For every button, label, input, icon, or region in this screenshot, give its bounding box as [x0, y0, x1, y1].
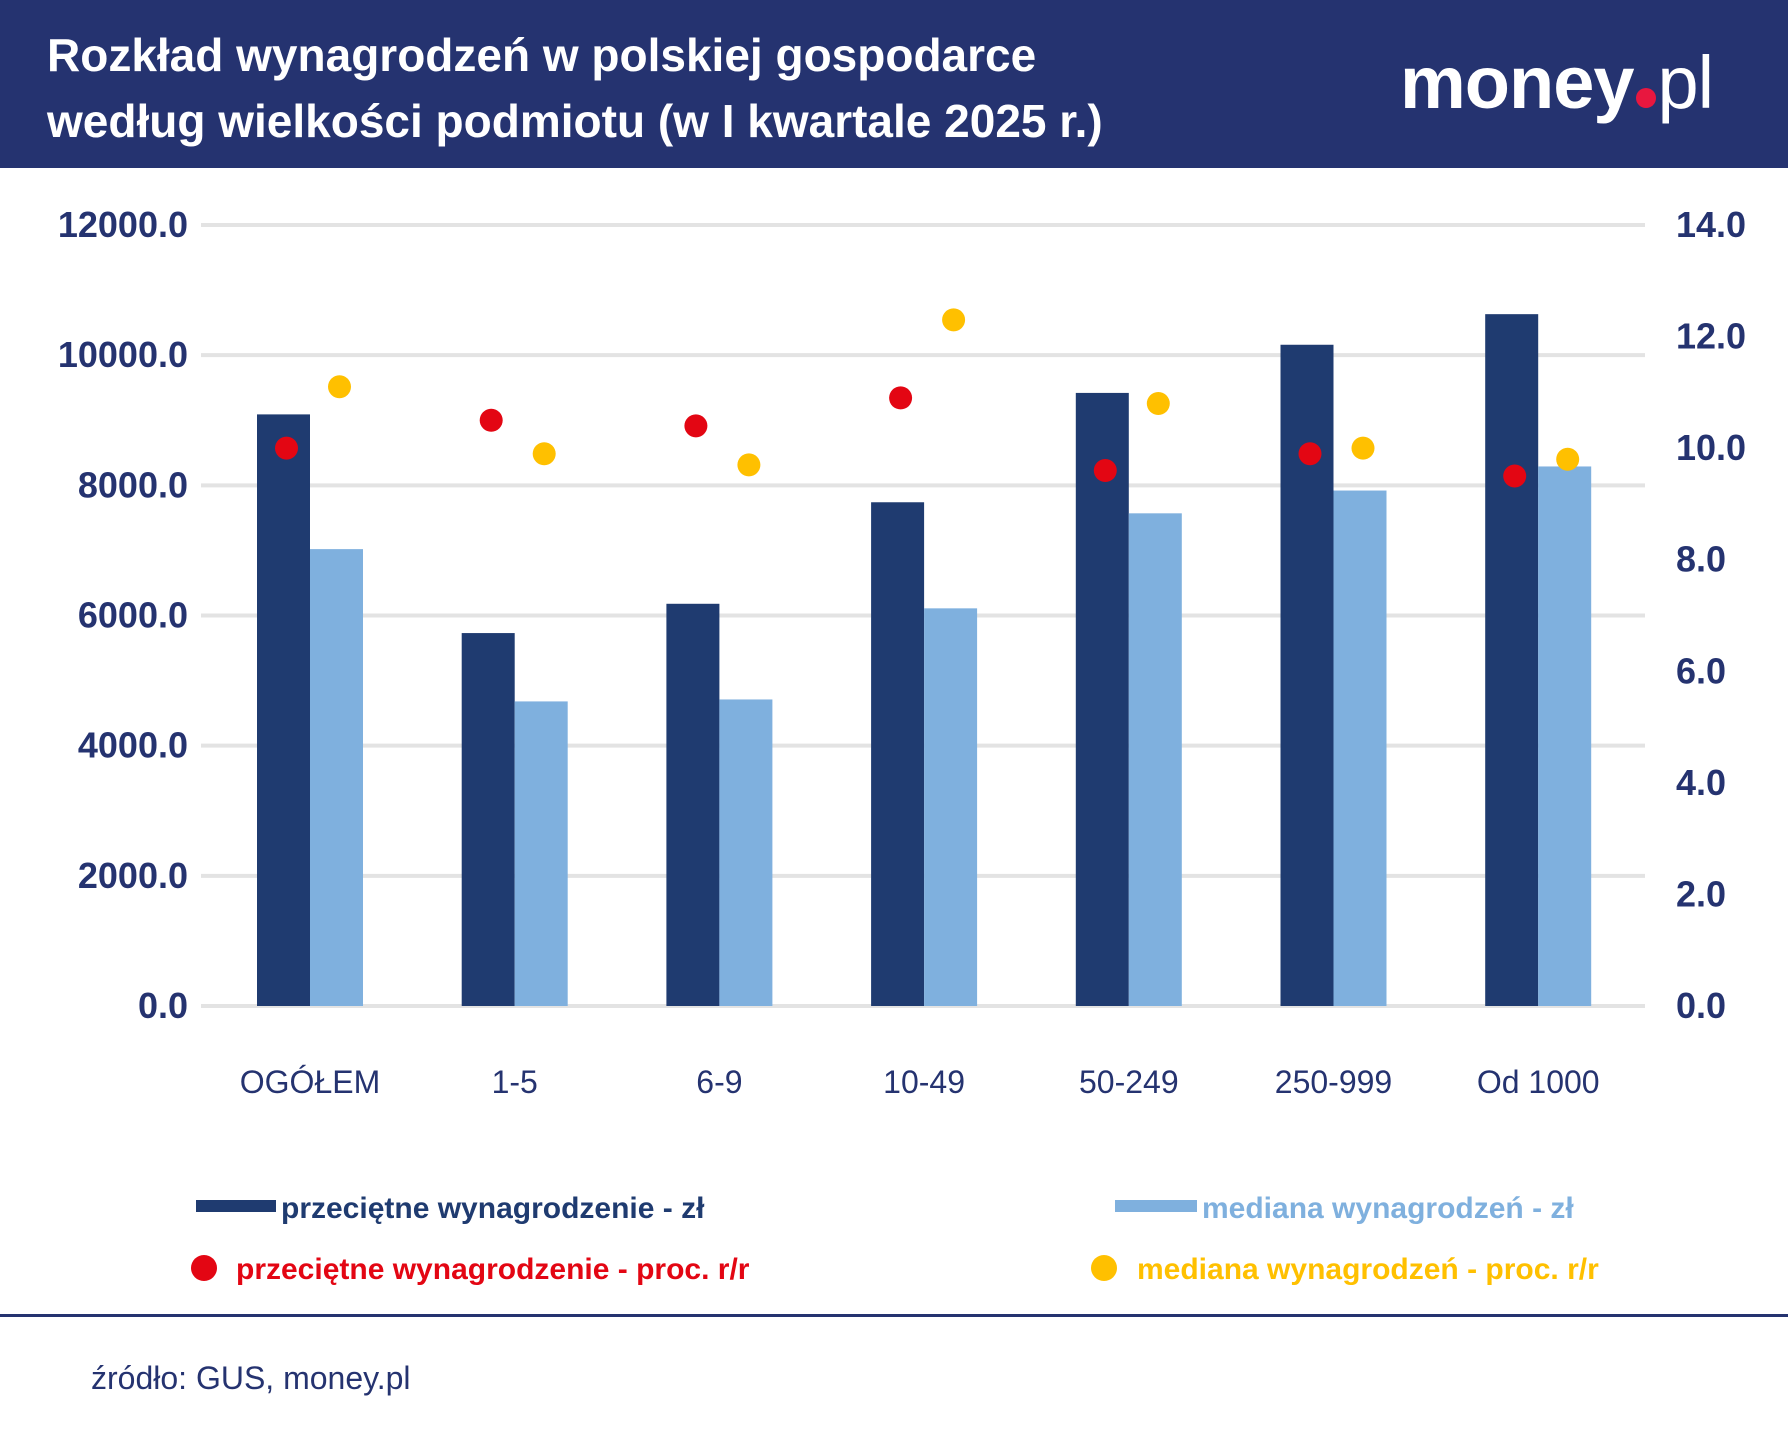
dot-average-pct	[479, 408, 503, 432]
right-axis-tick: 12.0	[1676, 316, 1746, 357]
bar-median-salary	[719, 699, 773, 1006]
category-label: 1-5	[492, 1064, 538, 1100]
dot-median-pct	[1146, 392, 1170, 416]
title-line-1: Rozkład wynagrodzeń w polskiej gospodarc…	[47, 29, 1037, 81]
legend-label: mediana wynagrodzeń - zł	[1202, 1192, 1574, 1225]
bar-median-salary	[1333, 490, 1387, 1006]
chart-title: Rozkład wynagrodzeń w polskiej gospodarc…	[47, 22, 1103, 154]
right-axis-tick: 14.0	[1676, 204, 1746, 245]
bar-average-salary	[871, 502, 925, 1006]
right-axis-tick: 10.0	[1676, 427, 1746, 468]
legend-dot-median-pct	[1091, 1255, 1117, 1281]
category-label: 50-249	[1079, 1064, 1179, 1100]
money-pl-logo: money pl	[1400, 41, 1714, 124]
legend-label: mediana wynagrodzeń - proc. r/r	[1137, 1253, 1599, 1286]
category-label: Od 1000	[1477, 1064, 1600, 1100]
bar-average-salary	[1075, 392, 1129, 1006]
title-line-2: według wielkości podmiotu (w I kwartale …	[47, 95, 1103, 147]
legend-label: przeciętne wynagrodzenie - zł	[281, 1192, 705, 1225]
right-axis-tick: 4.0	[1676, 762, 1726, 803]
left-axis-tick: 2000.0	[78, 855, 188, 896]
dot-average-pct	[889, 386, 913, 410]
bar-median-salary	[924, 608, 978, 1006]
footer-divider	[0, 1314, 1788, 1317]
left-axis-tick: 4000.0	[78, 725, 188, 766]
source-note: źródło: GUS, money.pl	[91, 1360, 411, 1396]
dot-median-pct	[1556, 447, 1580, 471]
dot-average-pct	[684, 414, 708, 438]
bar-average-salary	[1485, 314, 1539, 1006]
category-label: OGÓŁEM	[240, 1064, 380, 1100]
bar-median-salary	[514, 701, 568, 1006]
left-axis-tick: 6000.0	[78, 595, 188, 636]
left-axis-tick: 12000.0	[58, 204, 188, 245]
bar-average-salary	[257, 414, 310, 1007]
right-axis-tick: 0.0	[1676, 985, 1726, 1026]
left-axis-tick: 0.0	[138, 985, 188, 1026]
category-label: 10-49	[883, 1064, 965, 1100]
right-axis-tick: 2.0	[1676, 873, 1726, 914]
legend-dot-average-pct	[191, 1255, 217, 1281]
category-label: 250-999	[1275, 1064, 1392, 1100]
legend-label: przeciętne wynagrodzenie - proc. r/r	[236, 1253, 750, 1286]
dot-average-pct	[1298, 442, 1322, 466]
dot-median-pct	[1351, 436, 1375, 460]
dot-average-pct	[1093, 458, 1117, 482]
category-label: 6-9	[696, 1064, 742, 1100]
left-axis-tick: 10000.0	[58, 334, 188, 375]
dot-median-pct	[328, 375, 351, 399]
legend-swatch-median-salary	[1115, 1200, 1197, 1212]
bar-average-salary	[666, 603, 720, 1006]
dot-average-pct	[275, 436, 298, 460]
bar-median-salary	[1128, 513, 1182, 1006]
dot-median-pct	[942, 308, 966, 332]
logo-dot-icon	[1635, 88, 1656, 108]
dot-median-pct	[532, 442, 556, 466]
right-axis-tick: 8.0	[1676, 539, 1726, 580]
left-axis-tick: 8000.0	[78, 464, 188, 505]
bar-median-salary	[310, 549, 363, 1006]
bar-average-salary	[461, 633, 515, 1006]
dot-median-pct	[737, 453, 761, 477]
right-axis-tick: 6.0	[1676, 650, 1726, 691]
dot-average-pct	[1503, 464, 1527, 488]
legend-swatch-average-salary	[196, 1200, 276, 1212]
header-banner: Rozkład wynagrodzeń w polskiej gospodarc…	[0, 0, 1788, 168]
bar-median-salary	[1538, 466, 1592, 1006]
